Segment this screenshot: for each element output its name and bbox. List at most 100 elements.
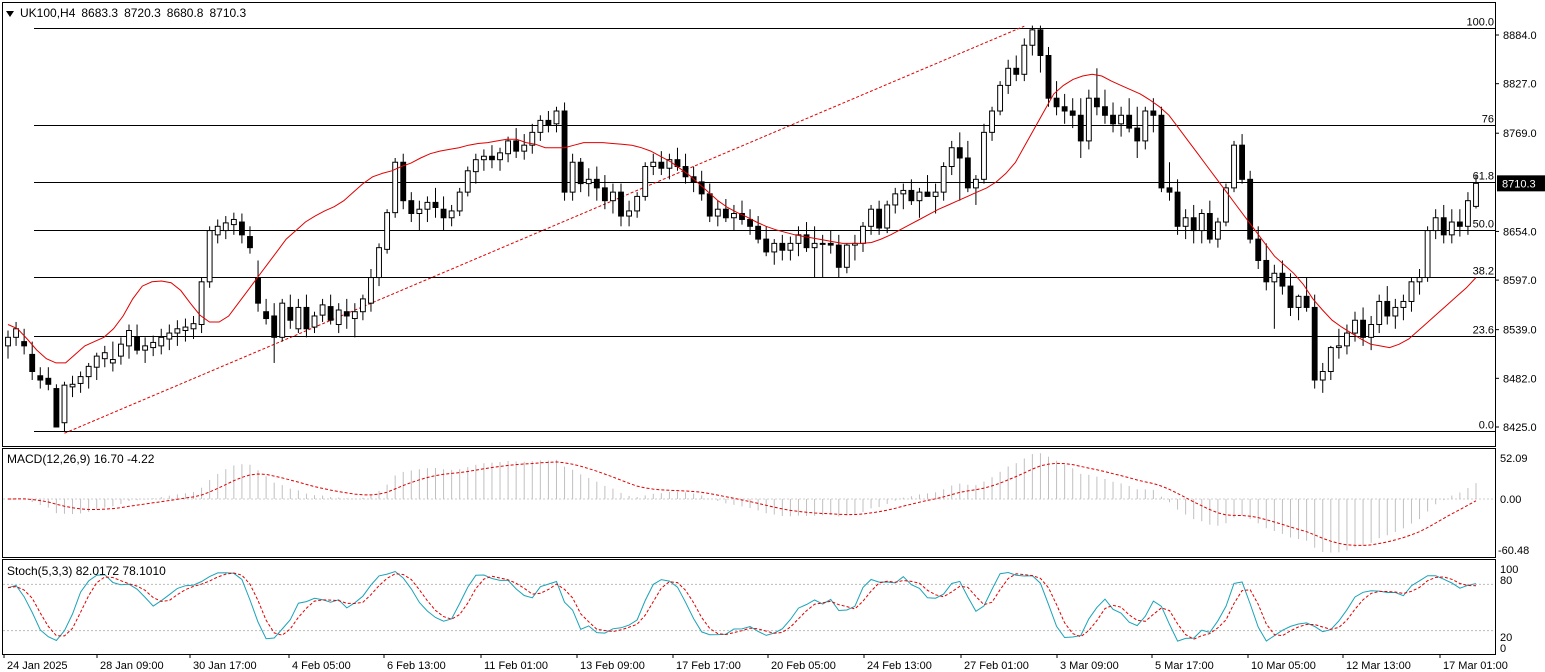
candle-body — [85, 365, 92, 378]
candle-body — [1327, 347, 1334, 372]
candle-body — [432, 201, 439, 209]
candle-body — [1440, 217, 1447, 236]
candle-body — [892, 193, 899, 206]
candle-body — [1311, 306, 1318, 381]
candle-body — [819, 242, 826, 245]
candle-body — [5, 336, 11, 347]
candle-body — [142, 345, 149, 351]
candle-body — [618, 191, 624, 217]
macd-indicator — [3, 453, 1495, 553]
candle-body — [747, 218, 753, 227]
candle-body — [456, 191, 463, 212]
high-value: 8720.3 — [124, 6, 161, 20]
candle-body — [642, 166, 649, 197]
time-label: 4 Feb 05:00 — [292, 660, 351, 672]
candle-body — [190, 323, 197, 330]
candle-body — [416, 208, 423, 214]
candle-body — [69, 383, 76, 388]
candle-body — [480, 155, 487, 161]
candle-body — [166, 332, 173, 340]
candle-body — [1110, 114, 1116, 125]
candle-body — [408, 200, 415, 214]
candle-body — [1223, 187, 1229, 223]
candle-body — [1037, 29, 1044, 56]
fibonacci-trendline — [64, 25, 1025, 434]
candle-body — [287, 306, 294, 321]
candle-body — [1190, 217, 1197, 232]
candle-body — [706, 193, 713, 217]
candle-body — [1077, 114, 1084, 142]
moving-average-polyline — [7, 73, 1477, 364]
candle-body — [601, 187, 608, 202]
candle-body — [1021, 44, 1028, 75]
candle-body — [1263, 259, 1270, 283]
candle-body — [343, 311, 350, 317]
candlesticks — [5, 25, 1479, 432]
time-label: 13 Feb 09:00 — [580, 660, 645, 672]
candle-body — [1400, 300, 1407, 308]
candle-body — [61, 384, 68, 424]
candle-body — [1247, 178, 1254, 240]
candle-body — [916, 191, 923, 202]
collapse-triangle-icon[interactable] — [6, 10, 14, 17]
low-value: 8680.8 — [166, 6, 204, 20]
candle-body — [1448, 221, 1455, 236]
price-label: 8769.0 — [1503, 128, 1537, 140]
candle-body — [722, 208, 729, 219]
stoch-title: Stoch(5,3,3) 82.0172 78.1010 — [7, 564, 166, 578]
open-value: 8683.3 — [81, 6, 119, 20]
candle-body — [472, 159, 479, 173]
candle-body — [827, 242, 834, 246]
stochastic-indicator — [3, 570, 1495, 642]
candle-body — [182, 326, 189, 331]
candle-body — [1069, 110, 1076, 116]
candle-body — [1344, 332, 1350, 347]
candle-body — [1303, 295, 1310, 308]
candle-body — [1134, 127, 1141, 142]
candle-body — [1456, 221, 1463, 227]
stoch-label-100: 100 — [1500, 564, 1518, 576]
candle-body — [593, 178, 600, 189]
candle-body — [779, 242, 786, 251]
candle-body — [989, 110, 995, 133]
stoch-panel-frame — [2, 559, 1496, 655]
candle-body — [1473, 182, 1479, 207]
candle-body — [739, 212, 745, 220]
candle-body — [319, 304, 326, 316]
time-label: 10 Mar 05:00 — [1251, 660, 1316, 672]
candle-body — [1093, 97, 1100, 108]
candle-body — [1368, 324, 1375, 338]
candle-body — [134, 336, 140, 351]
candle-body — [529, 131, 536, 146]
candle-body — [940, 166, 947, 193]
candle-body — [634, 195, 641, 212]
candle-body — [714, 208, 721, 217]
current-price-label: 8710.3 — [1502, 178, 1536, 190]
candle-body — [198, 281, 205, 326]
candle-body — [932, 191, 939, 197]
candle-body — [311, 315, 318, 328]
macd-label-bottom: -60.48 — [1498, 545, 1529, 557]
candle-body — [1206, 212, 1213, 240]
candle-body — [1432, 217, 1439, 232]
candle-body — [158, 336, 165, 347]
candle-body — [626, 210, 632, 217]
candle-body — [1360, 319, 1366, 338]
time-label: 17 Mar 01:00 — [1443, 660, 1508, 672]
time-label: 17 Feb 17:00 — [676, 660, 741, 672]
fib-level-label: 23.6 — [1473, 325, 1494, 337]
candle-body — [521, 144, 528, 152]
candle-body — [731, 212, 737, 219]
candle-body — [505, 140, 512, 155]
time-label: 24 Jan 2025 — [7, 660, 68, 672]
price-label: 8827.0 — [1503, 79, 1537, 91]
candle-body — [230, 218, 237, 226]
candle-body — [13, 328, 19, 338]
candle-body — [1376, 300, 1383, 326]
candle-body — [263, 311, 270, 320]
candle-body — [537, 119, 544, 133]
candle-body — [1392, 306, 1399, 317]
candle-body — [843, 244, 850, 268]
candle-body — [440, 208, 447, 219]
